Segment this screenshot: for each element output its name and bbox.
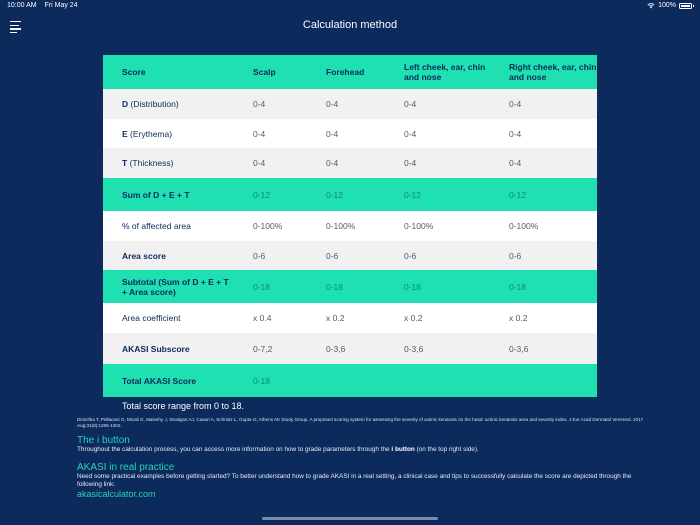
cell-value: 0-4 (404, 128, 417, 139)
row-label: AKASI Subscore (122, 343, 190, 354)
wifi-icon (647, 2, 655, 8)
header-score: Score (122, 67, 146, 77)
table-row: % of affected area 0-100% 0-100% 0-100% … (103, 211, 597, 241)
calculation-table: Score Scalp Forehead Left cheek, ear, ch… (103, 55, 597, 397)
table-row: D (Distribution) 0-4 0-4 0-4 0-4 (103, 89, 597, 119)
i-button-text: Throughout the calculation process, you … (77, 446, 479, 453)
cell-value: x 0.2 (509, 313, 528, 323)
header-scalp: Scalp (253, 67, 276, 77)
cell-value: 0-4 (253, 128, 266, 139)
cell-value: 0-4 (326, 158, 339, 168)
cell-value: 0-4 (509, 99, 522, 109)
i-button-title: The i button (77, 435, 130, 446)
row-label: T (Thickness) (122, 158, 174, 168)
table-row: AKASI Subscore 0-7,2 0-3,6 0-3,6 0-3,6 (103, 333, 597, 364)
header-forehead: Forehead (326, 67, 365, 77)
table-row: T (Thickness) 0-4 0-4 0-4 0-4 (103, 148, 597, 178)
cell-value: 0-12 (326, 189, 344, 200)
cell-value: 0-4 (253, 158, 266, 168)
cell-value: 0-4 (509, 158, 522, 168)
cell-value: 0-12 (253, 189, 271, 200)
cell-value: x 0.2 (326, 313, 345, 323)
cell-value: 0-3,6 (509, 343, 529, 354)
status-time: 10:00 AM (7, 2, 37, 9)
table-row: Subtotal (Sum of D + E + T + Area score)… (103, 270, 597, 303)
practice-text: Need some practical examples before gett… (77, 473, 632, 488)
battery-icon (679, 2, 694, 9)
status-left: 10:00 AM Fri May 24 (7, 2, 84, 9)
cell-value: 0-6 (326, 250, 339, 261)
cell-value (490, 364, 597, 397)
cell-value: 0-18 (253, 375, 271, 386)
cell-value: 0-100% (404, 221, 434, 231)
page-title: Calculation method (302, 19, 398, 31)
status-date: Fri May 24 (44, 2, 78, 9)
row-label: Total AKASI Score (122, 375, 197, 386)
cell-value: 0-100% (509, 221, 539, 231)
practice-title: AKASI in real practice (77, 462, 175, 473)
table-header-row: Score Scalp Forehead Left cheek, ear, ch… (103, 55, 597, 89)
status-right: 100% (647, 2, 694, 9)
cell-value: 0-18 (253, 281, 271, 292)
cell-value: 0-100% (253, 221, 283, 231)
cell-value: 0-18 (509, 281, 527, 292)
menu-icon[interactable] (10, 21, 21, 34)
cell-value (385, 364, 490, 397)
cell-value: 0-12 (509, 189, 527, 200)
cell-value: 0-18 (404, 281, 422, 292)
header-right-cheek: Right cheek, ear, chin and nose (509, 62, 597, 82)
row-label: Sum of D + E + T (122, 189, 190, 200)
cell-value: 0-6 (404, 250, 417, 261)
cell-value: 0-4 (326, 99, 339, 109)
row-label: D (Distribution) (122, 99, 179, 109)
reference-citation: Dirschka T, Pellacani G, Micali G, Malve… (77, 417, 644, 428)
cell-value (307, 364, 385, 397)
cell-value: x 0.4 (253, 313, 272, 323)
header-left-cheek: Left cheek, ear, chin and nose (404, 62, 486, 82)
score-range-text: Total score range from 0 to 18. (122, 401, 245, 411)
table-row: Area coefficient x 0.4 x 0.2 x 0.2 x 0.2 (103, 303, 597, 333)
cell-value: 0-4 (253, 99, 266, 109)
status-bar: 10:00 AM Fri May 24 100% (0, 0, 700, 13)
cell-value: 0-7,2 (253, 343, 273, 354)
cell-value: 0-4 (404, 99, 417, 109)
akasi-calculator-link[interactable]: akasicalculator.com (77, 489, 156, 499)
table-row: Area score 0-6 0-6 0-6 0-6 (103, 241, 597, 270)
table-row: E (Erythema) 0-4 0-4 0-4 0-4 (103, 119, 597, 148)
cell-value: 0-4 (326, 128, 339, 139)
row-label: Area score (122, 250, 166, 261)
cell-value: 0-18 (326, 281, 344, 292)
cell-value: 0-4 (404, 158, 417, 168)
home-indicator[interactable] (262, 517, 438, 520)
cell-value: 0-3,6 (326, 343, 346, 354)
row-label: % of affected area (122, 221, 191, 231)
row-label: E (Erythema) (122, 128, 173, 139)
cell-value: 0-12 (404, 189, 422, 200)
row-label: Area coefficient (122, 313, 181, 323)
cell-value: 0-6 (509, 250, 522, 261)
table-row: Sum of D + E + T 0-12 0-12 0-12 0-12 (103, 178, 597, 211)
battery-percent: 100% (658, 2, 676, 9)
row-label: Subtotal (Sum of D + E + T + Area score) (122, 276, 229, 297)
cell-value: 0-100% (326, 221, 356, 231)
cell-value: 0-4 (509, 128, 522, 139)
cell-value: 0-6 (253, 250, 266, 261)
table-row: Total AKASI Score 0-18 (103, 364, 597, 397)
cell-value: x 0.2 (404, 313, 423, 323)
cell-value: 0-3,6 (404, 343, 424, 354)
